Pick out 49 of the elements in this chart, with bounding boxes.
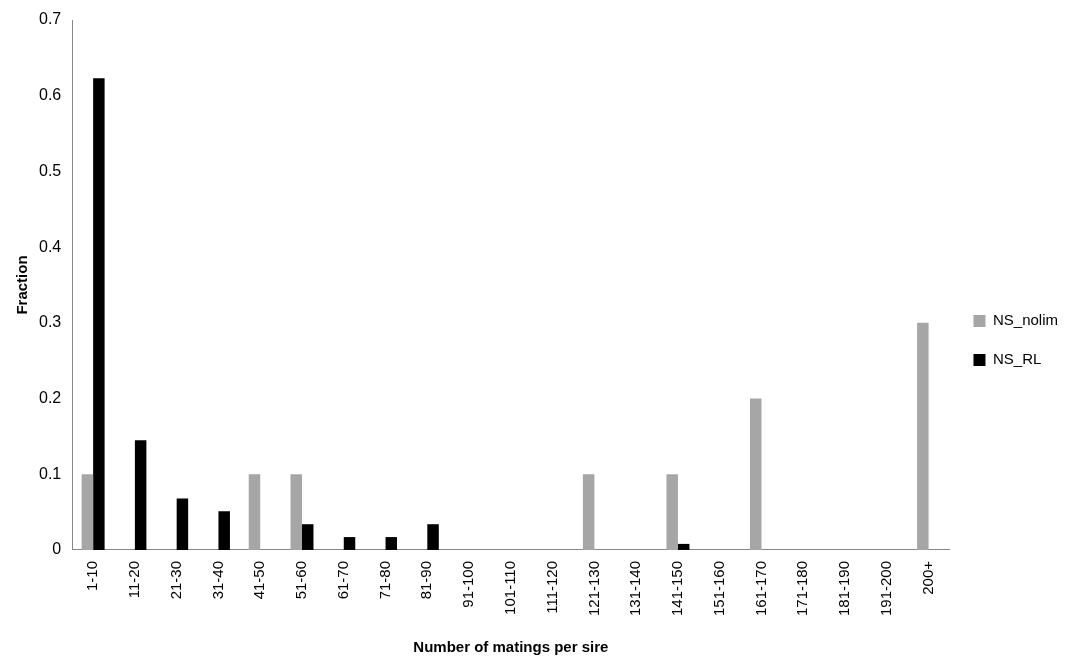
x-tick-label: 101-110 <box>501 560 518 615</box>
x-tick-label: 81-90 <box>417 560 435 600</box>
y-tick-label: 0.7 <box>38 10 62 28</box>
x-tick-label: 51-60 <box>292 560 310 600</box>
x-tick-label: 161-170 <box>751 560 769 617</box>
legend-label: NS_RL <box>992 350 1042 368</box>
bar <box>301 524 314 550</box>
x-tick-label: 171-180 <box>793 560 811 617</box>
x-tick-label: 21-30 <box>166 560 184 600</box>
y-tick-label: 0.6 <box>38 86 62 104</box>
x-tick-label: 191-200 <box>876 560 894 617</box>
bar <box>290 474 302 550</box>
x-tick-label: 1-10 <box>83 560 101 591</box>
x-tick-label: 121-130 <box>584 560 602 617</box>
bar <box>677 543 690 550</box>
y-tick-label: 0.5 <box>38 161 62 179</box>
x-tick-label: 71-80 <box>375 560 393 600</box>
bar <box>134 440 147 550</box>
x-axis-title: Number of matings per sire <box>413 638 609 656</box>
bar <box>81 474 94 550</box>
bar <box>917 322 929 550</box>
bar <box>218 511 230 550</box>
bar <box>666 474 678 550</box>
y-tick-label: 0.4 <box>38 237 62 255</box>
legend-label: NS_nolim <box>992 311 1059 329</box>
y-tick-label: 0.2 <box>38 388 62 406</box>
bar <box>750 398 762 550</box>
y-tick-label: 0.3 <box>38 313 62 331</box>
x-tick-label: 200+ <box>918 560 936 595</box>
x-tick-label: 141-150 <box>668 560 686 617</box>
bar <box>93 78 105 550</box>
x-tick-label: 181-190 <box>835 560 853 617</box>
x-tick-label: 41-50 <box>250 560 268 600</box>
y-axis-title: Fraction <box>13 255 31 315</box>
x-tick-label: 31-40 <box>208 560 226 600</box>
y-tick-label: 0.1 <box>38 464 62 482</box>
bar <box>343 537 356 550</box>
bar <box>582 474 595 550</box>
x-tick-label: 131-140 <box>626 560 644 617</box>
bar <box>248 474 261 550</box>
bar <box>385 537 398 550</box>
x-tick-label: 151-160 <box>709 560 727 617</box>
x-tick-label: 111-120 <box>542 560 560 614</box>
bar <box>176 498 189 550</box>
x-tick-label: 91-100 <box>459 560 477 608</box>
y-tick-label: 0 <box>52 540 62 558</box>
bar <box>427 524 439 550</box>
x-tick-label: 11-20 <box>125 560 143 599</box>
x-tick-label: 61-70 <box>333 560 351 600</box>
